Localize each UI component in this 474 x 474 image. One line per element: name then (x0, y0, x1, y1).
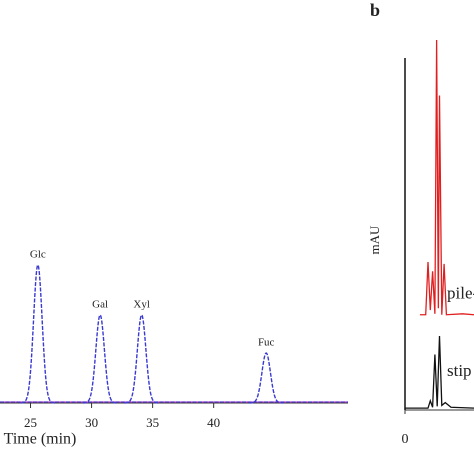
x-tick-label: 40 (207, 415, 220, 430)
peak (83, 313, 118, 404)
peak (124, 313, 159, 404)
chromatogram-panel: Time (min) 25 30 35 40 Glc Gal Xyl Fuc (0, 249, 348, 448)
trace (405, 335, 474, 409)
x-tick-label: 35 (146, 415, 159, 430)
peak-label: Glc (30, 249, 46, 261)
x-tick-label: 0 (402, 432, 409, 447)
trace-label: stip (447, 361, 472, 380)
x-axis-label: Time (min) (4, 431, 77, 448)
x-tick-label: 25 (24, 415, 37, 430)
hplc-panel: b mAU 0 pile-stip (367, 0, 474, 447)
trace-label: pile- (447, 284, 474, 303)
y-axis-label: mAU (367, 225, 382, 255)
trace (419, 39, 474, 316)
panel-label: b (370, 0, 380, 20)
peak-label: Xyl (133, 299, 150, 311)
peak-label: Fuc (258, 337, 275, 349)
peak-label: Gal (92, 299, 108, 311)
x-tick-label: 30 (85, 415, 98, 430)
peak (20, 263, 55, 404)
peak (249, 352, 284, 404)
